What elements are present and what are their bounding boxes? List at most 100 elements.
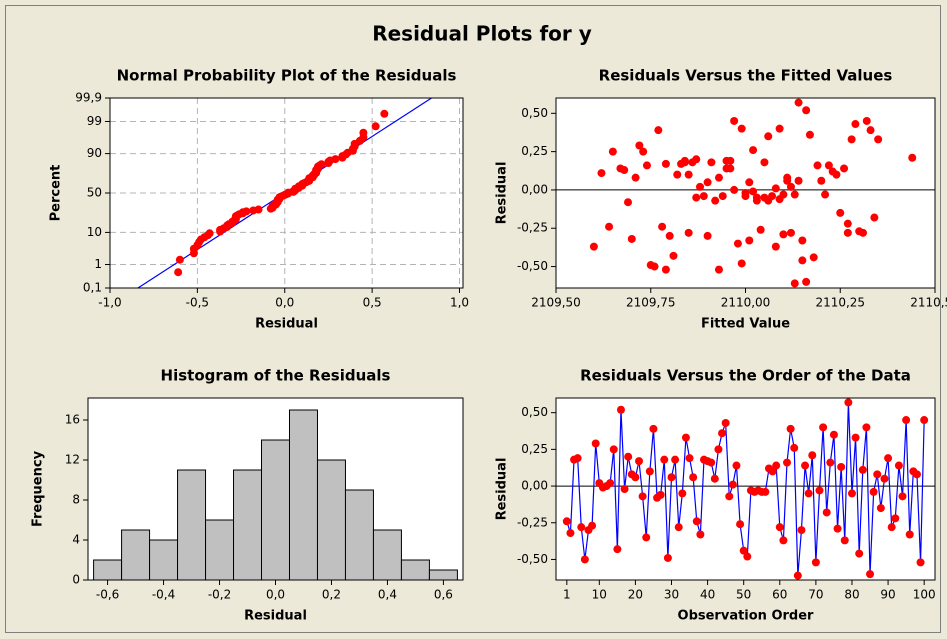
y-axis-label: Residual	[495, 162, 510, 225]
point	[685, 454, 694, 463]
point	[730, 185, 739, 194]
point	[771, 184, 780, 193]
point	[605, 222, 614, 231]
point	[730, 116, 739, 125]
plot-frame	[87, 397, 464, 581]
panel-title: Residuals Versus the Fitted Values	[599, 67, 893, 85]
point	[873, 470, 882, 479]
point	[824, 161, 833, 170]
point	[739, 546, 748, 555]
x-axis-label: Observation Order	[678, 609, 815, 624]
plot-frame	[109, 97, 464, 289]
point	[667, 473, 676, 482]
y-tick-label: -0,25	[517, 221, 548, 235]
point	[920, 416, 929, 425]
x-tick-label: 1	[563, 588, 571, 602]
point	[801, 461, 810, 470]
point	[725, 492, 734, 501]
point	[656, 490, 665, 499]
point	[658, 222, 667, 231]
point	[242, 207, 251, 216]
bar	[121, 529, 151, 581]
bar	[205, 519, 235, 581]
point	[205, 229, 214, 238]
point	[768, 192, 777, 201]
y-tick-label: 0	[72, 573, 80, 587]
point	[866, 570, 875, 579]
point	[783, 173, 792, 182]
point	[732, 461, 741, 470]
point	[790, 279, 799, 288]
point	[635, 457, 644, 466]
point	[815, 486, 824, 495]
point	[805, 130, 814, 139]
y-tick-label: 0,25	[521, 442, 548, 456]
point	[645, 467, 654, 476]
point	[771, 242, 780, 251]
y-tick-label: -0,50	[517, 552, 548, 566]
y-tick-label: 12	[65, 453, 80, 467]
point	[822, 508, 831, 517]
x-tick-label: 0,5	[363, 296, 382, 310]
y-tick-label: 90	[87, 146, 102, 160]
x-tick-label: 0,0	[275, 296, 294, 310]
point	[749, 146, 758, 155]
point	[696, 182, 705, 191]
point	[752, 196, 761, 205]
point	[624, 198, 633, 207]
point	[707, 158, 716, 167]
point	[779, 536, 788, 545]
point	[756, 225, 765, 234]
panel-title: Histogram of the Residuals	[161, 367, 391, 385]
point	[661, 265, 670, 274]
y-axis-label: Frequency	[31, 450, 46, 527]
point	[721, 418, 730, 427]
point	[624, 452, 633, 461]
point	[711, 196, 720, 205]
y-axis-label: Percent	[49, 165, 64, 222]
x-tick-label: -0,4	[152, 588, 175, 602]
point	[772, 461, 781, 470]
point	[793, 571, 802, 580]
y-axis-label: Residual	[495, 458, 510, 521]
point	[714, 173, 723, 182]
bar	[177, 469, 207, 581]
point	[703, 178, 712, 187]
point	[912, 470, 921, 479]
point	[597, 169, 606, 178]
x-tick-label: 90	[880, 588, 895, 602]
point	[840, 164, 849, 173]
point	[887, 523, 896, 532]
point	[898, 492, 907, 501]
point	[794, 176, 803, 185]
point	[589, 242, 598, 251]
point	[726, 156, 735, 165]
x-tick-label: 60	[772, 588, 787, 602]
bar	[316, 459, 346, 581]
x-tick-label: 2109,50	[531, 296, 581, 310]
point	[764, 132, 773, 141]
y-tick-label: 50	[87, 186, 102, 200]
point	[566, 529, 575, 538]
point	[884, 454, 893, 463]
point	[737, 259, 746, 268]
x-tick-label: 2110,50	[910, 296, 947, 310]
y-tick-label: 16	[65, 413, 80, 427]
bar	[372, 529, 402, 581]
point	[699, 192, 708, 201]
point	[613, 545, 622, 554]
point	[745, 236, 754, 245]
point	[840, 536, 849, 545]
x-tick-label: 10	[592, 588, 607, 602]
point	[851, 120, 860, 129]
point	[661, 159, 670, 168]
point	[866, 126, 875, 135]
bar	[344, 489, 374, 581]
x-tick-label: -1,0	[98, 296, 121, 310]
point	[562, 517, 571, 526]
x-tick-label: 2109,75	[626, 296, 676, 310]
point	[862, 423, 871, 432]
point	[804, 489, 813, 498]
point	[821, 190, 830, 199]
